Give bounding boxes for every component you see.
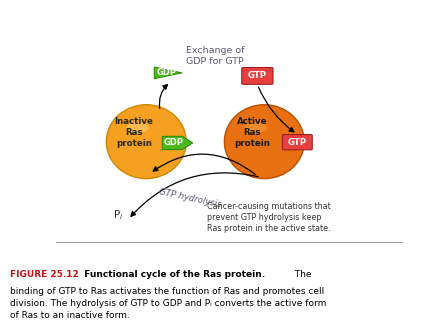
Polygon shape bbox=[162, 136, 193, 150]
Text: Cancer-causing mutations that
prevent GTP hydrolysis keep
Ras protein in the act: Cancer-causing mutations that prevent GT… bbox=[207, 202, 331, 233]
FancyBboxPatch shape bbox=[242, 68, 273, 84]
Text: FIGURE 25.12: FIGURE 25.12 bbox=[10, 270, 78, 279]
Ellipse shape bbox=[106, 105, 186, 179]
Text: GTP hydrolysis: GTP hydrolysis bbox=[158, 187, 222, 209]
Ellipse shape bbox=[224, 105, 304, 179]
Text: The: The bbox=[289, 270, 311, 279]
Text: Active
Ras
protein: Active Ras protein bbox=[234, 117, 270, 148]
FancyBboxPatch shape bbox=[282, 134, 312, 150]
Text: GTP: GTP bbox=[288, 138, 307, 147]
Text: Functional cycle of the Ras protein.: Functional cycle of the Ras protein. bbox=[78, 270, 266, 279]
Ellipse shape bbox=[126, 122, 149, 133]
Text: P$_i$: P$_i$ bbox=[112, 208, 123, 222]
Ellipse shape bbox=[244, 122, 267, 133]
Text: binding of GTP to Ras activates the function of Ras and promotes cell
division. : binding of GTP to Ras activates the func… bbox=[10, 287, 326, 319]
Text: GTP: GTP bbox=[248, 71, 267, 80]
Text: GDP: GDP bbox=[157, 69, 177, 77]
Text: Inactive
Ras
protein: Inactive Ras protein bbox=[115, 117, 154, 148]
Text: Exchange of
GDP for GTP: Exchange of GDP for GTP bbox=[186, 46, 244, 66]
Text: GDP: GDP bbox=[164, 138, 184, 147]
Polygon shape bbox=[154, 67, 182, 79]
